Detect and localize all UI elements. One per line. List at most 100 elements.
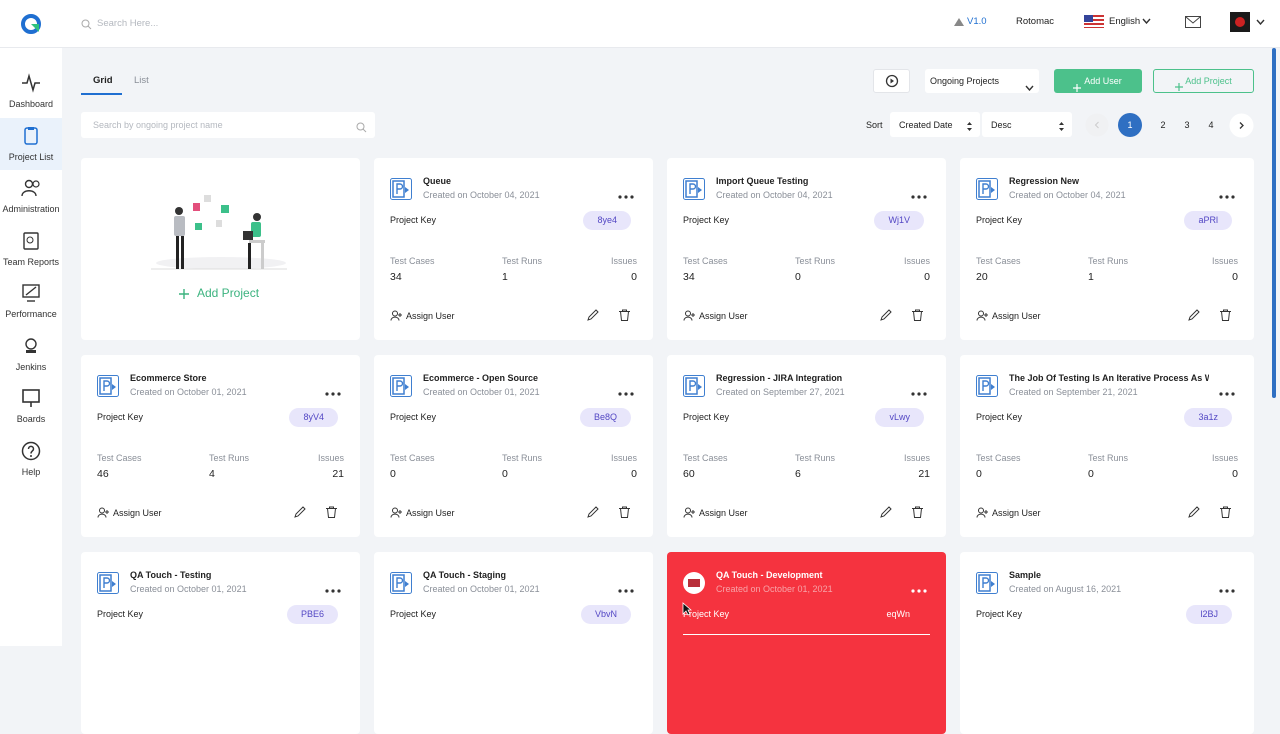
project-card[interactable]: The Job Of Testing Is An Iterative Proce…	[960, 355, 1254, 537]
more-menu[interactable]	[325, 580, 341, 598]
project-name[interactable]: QA Touch - Testing	[130, 570, 212, 580]
assign-user-label[interactable]: Assign User	[992, 311, 1041, 321]
tab[interactable]: List	[134, 75, 149, 86]
prev-page[interactable]	[1085, 113, 1109, 142]
project-card[interactable]: Queue Created on October 04, 2021 Project …	[374, 158, 653, 340]
sort-field-value[interactable]: Created Date	[899, 120, 953, 130]
sort-order[interactable]: Desc	[982, 112, 1072, 137]
sidebar-label[interactable]: Performance	[5, 309, 57, 319]
version[interactable]: V1.0	[967, 16, 987, 27]
project-card[interactable]: QA Touch - Development Created on October…	[667, 552, 946, 734]
sidebar-item[interactable]: Dashboard	[0, 65, 62, 117]
add-user-button[interactable]: Add User	[1054, 69, 1142, 93]
page-number[interactable]: 3	[1184, 120, 1190, 130]
delete-icon[interactable]	[912, 308, 923, 326]
sidebar-label[interactable]: Administration	[2, 204, 60, 214]
edit-icon[interactable]	[294, 505, 306, 523]
search-input[interactable]: Search Here...	[97, 18, 159, 29]
assign-user[interactable]: Assign User	[976, 507, 1041, 519]
delete-icon[interactable]	[1220, 308, 1231, 326]
sidebar-label[interactable]: Boards	[16, 414, 46, 424]
sidebar-item[interactable]: Help	[0, 433, 62, 485]
project-name[interactable]: Queue	[423, 176, 452, 186]
project-card[interactable]: QA Touch - Testing Created on October 01,…	[81, 552, 360, 734]
sidebar-label[interactable]: Team Reports	[2, 256, 60, 267]
assign-user[interactable]: Assign User	[390, 507, 455, 519]
project-name[interactable]: Ecommerce Store	[130, 373, 207, 383]
delete-icon[interactable]	[1220, 505, 1231, 523]
sort-field[interactable]: Created Date	[890, 112, 980, 137]
sidebar-label[interactable]: Help	[21, 466, 41, 477]
more-menu[interactable]	[618, 580, 634, 598]
project-name[interactable]: The Job Of Testing Is An Iterative Proce…	[1009, 373, 1209, 383]
assign-user-label[interactable]: Assign User	[699, 311, 748, 321]
project-card[interactable]: QA Touch - Staging Created on October 01,…	[374, 552, 653, 734]
more-menu[interactable]	[1219, 383, 1235, 401]
sidebar-item[interactable]: Administration	[0, 170, 62, 222]
edit-icon[interactable]	[1188, 308, 1200, 326]
assign-user[interactable]: Assign User	[390, 310, 455, 322]
project-card[interactable]: Ecommerce Store Created on October 01, 20…	[81, 355, 360, 537]
page-number[interactable]: 4	[1208, 120, 1214, 130]
delete-icon[interactable]	[619, 308, 630, 326]
company[interactable]: Rotomac	[1016, 16, 1055, 27]
more-menu[interactable]	[325, 383, 341, 401]
play-button[interactable]	[873, 69, 910, 93]
filter-value[interactable]: Ongoing Projects	[930, 76, 1000, 86]
delete-icon[interactable]	[326, 505, 337, 523]
add-project-button[interactable]: Add Project	[1153, 69, 1254, 93]
sidebar-item[interactable]: Jenkins	[0, 328, 62, 380]
sidebar-label[interactable]: Dashboard	[8, 99, 54, 109]
more-menu[interactable]	[1219, 580, 1235, 598]
add-user-label[interactable]: Add User	[1084, 76, 1122, 86]
add-project-text[interactable]: Add Project	[197, 286, 260, 300]
more-menu[interactable]	[1219, 186, 1235, 204]
assign-user-label[interactable]: Assign User	[406, 508, 455, 518]
search-placeholder[interactable]: Search by ongoing project name	[93, 120, 223, 130]
sidebar-item[interactable]: Team Reports	[0, 223, 62, 275]
project-card[interactable]: Regression - JIRA Integration Created on …	[667, 355, 946, 537]
assign-user-label[interactable]: Assign User	[699, 508, 748, 518]
delete-icon[interactable]	[619, 505, 630, 523]
project-search[interactable]: Search by ongoing project name	[81, 112, 375, 138]
sidebar-label[interactable]: Jenkins	[15, 361, 47, 372]
assign-user-label[interactable]: Assign User	[113, 508, 162, 518]
assign-user[interactable]: Assign User	[683, 310, 748, 322]
assign-user[interactable]: Assign User	[683, 507, 748, 519]
more-menu[interactable]	[618, 186, 634, 204]
project-name[interactable]: QA Touch - Development	[716, 570, 823, 580]
project-card[interactable]: Regression New Created on October 04, 202…	[960, 158, 1254, 340]
avatar[interactable]	[1230, 12, 1250, 32]
project-card[interactable]: Add Project	[81, 158, 360, 340]
assign-user[interactable]: Assign User	[976, 310, 1041, 322]
edit-icon[interactable]	[587, 505, 599, 523]
project-name[interactable]: QA Touch - Staging	[423, 570, 506, 580]
assign-user-label[interactable]: Assign User	[992, 508, 1041, 518]
project-name[interactable]: Regression - JIRA Integration	[716, 373, 843, 383]
logo[interactable]	[21, 14, 41, 34]
tab[interactable]: Grid	[93, 75, 113, 86]
project-name[interactable]: Regression New	[1009, 176, 1080, 186]
more-menu[interactable]	[618, 383, 634, 401]
more-menu[interactable]	[911, 383, 927, 401]
sidebar-item[interactable]: Performance	[0, 275, 62, 327]
edit-icon[interactable]	[880, 505, 892, 523]
mail-icon[interactable]	[1185, 16, 1201, 28]
sidebar-item[interactable]: Boards	[0, 380, 62, 432]
delete-icon[interactable]	[912, 505, 923, 523]
more-menu[interactable]	[911, 580, 927, 598]
language[interactable]: English	[1109, 16, 1141, 27]
project-name[interactable]: Sample	[1009, 570, 1042, 580]
next-page[interactable]	[1229, 113, 1254, 143]
sidebar-item[interactable]: Project List	[0, 117, 62, 170]
sidebar-label[interactable]: Project List	[8, 151, 54, 162]
project-card[interactable]: Sample Created on August 16, 2021 Project …	[960, 552, 1254, 734]
assign-user-label[interactable]: Assign User	[406, 311, 455, 321]
edit-icon[interactable]	[880, 308, 892, 326]
sort-order-value[interactable]: Desc	[991, 120, 1012, 130]
filter-select[interactable]: Ongoing Projects	[925, 69, 1039, 93]
edit-icon[interactable]	[587, 308, 599, 326]
project-name[interactable]: Import Queue Testing	[716, 176, 809, 186]
project-name[interactable]: Ecommerce - Open Source	[423, 373, 539, 383]
project-card[interactable]: Ecommerce - Open Source Created on Octobe…	[374, 355, 653, 537]
